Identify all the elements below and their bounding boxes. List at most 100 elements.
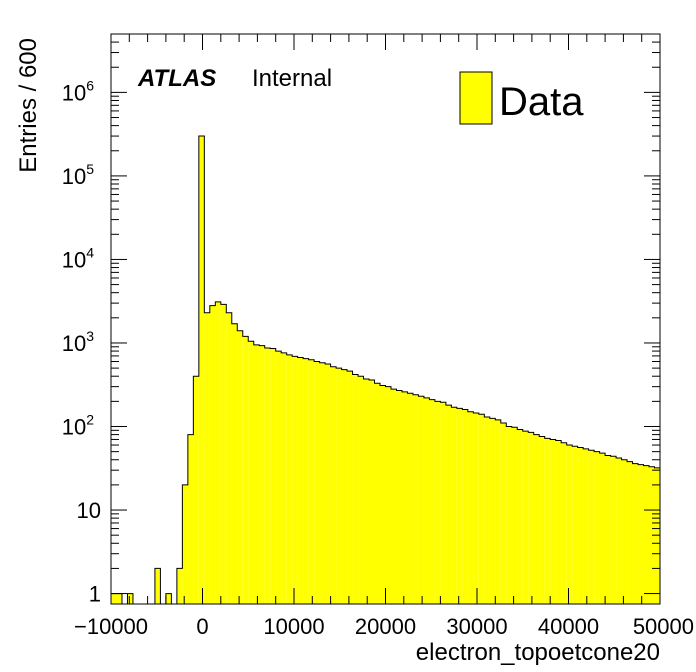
legend: Data [459,71,584,125]
histogram-outline [110,135,660,605]
histogram-bar [643,465,650,604]
histogram-bar [390,389,397,604]
histogram-bar [500,423,507,604]
histogram-bar [116,593,122,604]
atlas-label: ATLAS [137,65,216,92]
histogram-bar [341,369,348,604]
x-tick-label: 50000 [633,614,694,639]
histogram-bar [193,376,199,604]
histogram-bar [412,394,419,604]
legend-entry: Data [499,80,584,124]
histogram-bar [506,426,512,604]
histogram-bar [451,407,457,604]
histogram-bar [248,341,254,604]
histogram-bar [577,447,584,604]
histogram-bar [374,383,381,604]
histogram-bar [396,390,402,604]
histogram-bar [473,413,479,604]
histogram-bar [182,484,188,604]
histogram-bar [401,391,408,604]
histogram-bar [533,434,540,604]
internal-label: Internal [252,65,332,92]
histogram-bar [407,393,413,604]
x-axis-title: electron_topoetcone20 [416,639,660,666]
histogram-bar [610,456,617,604]
histogram-bar [286,354,293,604]
histogram-bar [632,463,639,604]
histogram-bar [220,304,227,604]
histogram-bar [511,427,518,604]
histogram-bar [308,359,315,604]
histogram-bar [484,416,490,604]
histogram-bar [621,459,628,604]
histogram-bars [110,135,660,605]
histogram-bar [336,368,342,604]
y-tick-label: 105 [62,161,94,189]
histogram-bar [572,446,578,604]
histogram-bar [264,348,271,604]
histogram-bar [627,461,633,604]
histogram-bar [187,434,194,604]
histogram-bar [275,351,282,604]
histogram-bar [380,385,386,604]
histogram-bar [605,455,611,604]
histogram-bar [445,405,452,604]
histogram-bar [204,312,210,604]
histogram-bar [638,464,644,604]
histogram-bar [330,366,337,604]
histogram-bar [588,450,595,604]
histogram-bar [539,436,545,604]
x-tick-label: 0 [196,614,208,639]
histogram-bar [297,357,304,604]
histogram-bar [434,401,441,604]
histogram-bar [583,448,589,604]
histogram-bar [489,418,496,604]
histogram-bar [242,336,249,604]
histogram-bar [319,362,326,604]
histogram-bar [599,453,606,604]
histogram-bar [111,593,117,604]
x-tick-label: 30000 [446,614,507,639]
histogram-bar [270,348,276,604]
histogram-bar [369,380,375,604]
y-tick-label: 106 [62,77,94,105]
histogram-bar [467,411,474,604]
histogram-bar [237,330,243,604]
histogram-bar [616,457,622,604]
axis-ticks [110,33,661,604]
histogram-bar [550,439,556,604]
y-tick-label: 103 [62,328,94,356]
histogram-bar [209,305,216,604]
y-tick-label: 10 [77,498,101,523]
histogram-bar [649,466,655,604]
histogram-bar [566,445,573,604]
x-tick-labels: −10000 0 10000 20000 30000 40000 50000 [74,614,694,639]
histogram-bar [418,396,424,604]
histogram-bar [215,301,221,604]
histogram-bar [325,364,331,604]
histogram-bar [654,467,660,604]
histogram-bar [154,568,161,604]
histogram-bar [253,344,260,604]
y-axis-title: Entries / 600 [15,38,42,173]
histogram-bar [456,408,463,604]
histogram-bar [429,399,435,604]
plot-frame [110,33,661,605]
histogram-bar [127,593,133,604]
histogram-bar [259,345,265,604]
histogram-bar [226,312,232,604]
histogram-bar [423,397,430,604]
histogram-bar [544,438,551,604]
histogram-bar [352,374,359,604]
y-tick-label: 104 [62,244,94,272]
histogram-bar [517,429,523,604]
histogram-bar [528,432,534,604]
x-tick-label: 40000 [538,614,599,639]
x-tick-label: 20000 [355,614,416,639]
histogram-bar [440,402,446,604]
y-tick-label: 102 [62,412,94,440]
histogram-bar [231,323,238,604]
legend-swatch [459,71,493,125]
histogram-bar [176,568,183,604]
